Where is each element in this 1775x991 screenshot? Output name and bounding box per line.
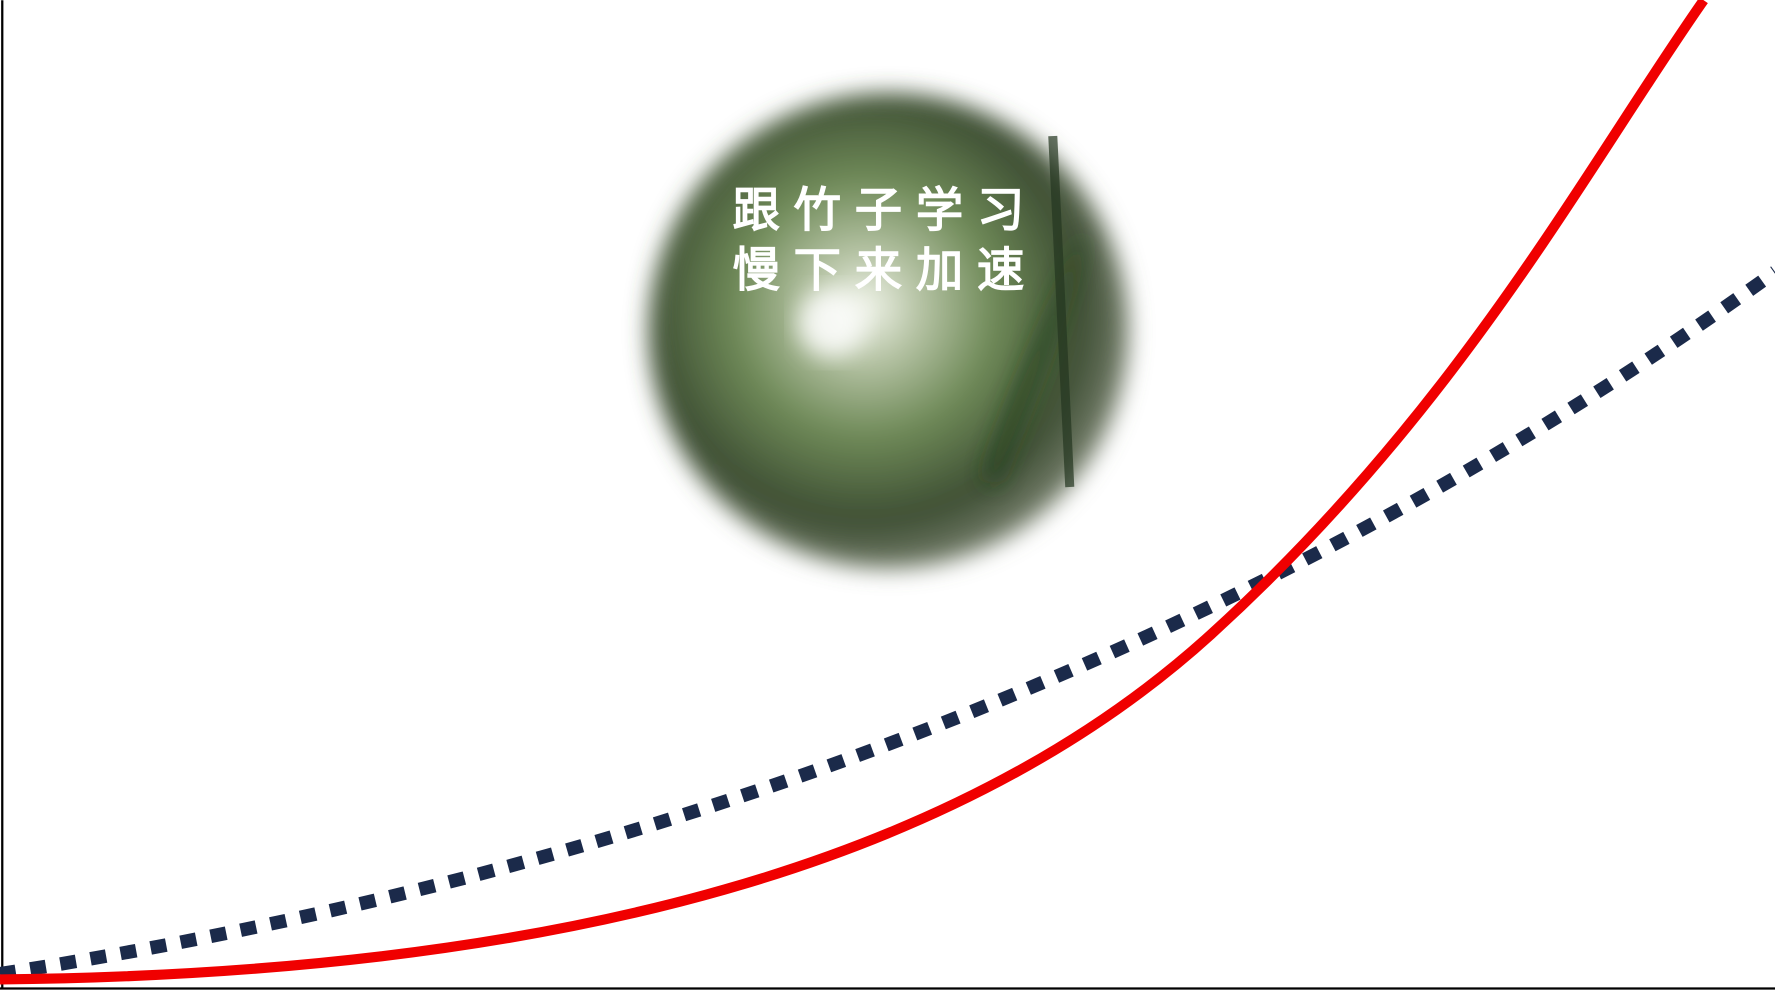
photo-circle <box>648 93 1129 569</box>
heading-line: 慢下来加速 <box>732 245 1038 298</box>
linear-curve <box>0 266 1775 981</box>
exponential-curve <box>0 0 1708 985</box>
heading-line: 跟竹子学习 <box>732 185 1038 238</box>
